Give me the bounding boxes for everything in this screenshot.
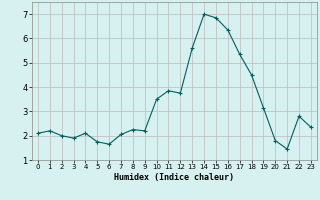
X-axis label: Humidex (Indice chaleur): Humidex (Indice chaleur) bbox=[115, 173, 234, 182]
